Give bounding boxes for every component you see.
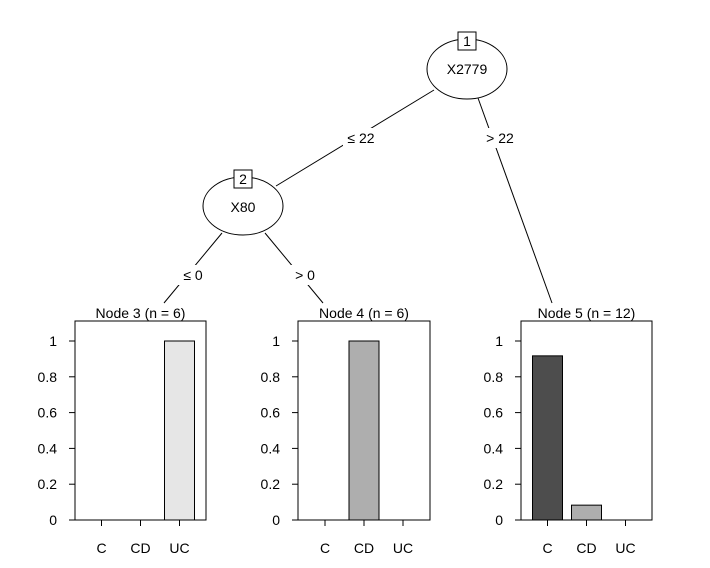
y-tick-label: 0.2 <box>38 476 58 492</box>
x-tick-label: C <box>320 540 330 556</box>
node-2-id-box <box>233 169 253 189</box>
terminal-node-5-panel: Node 5 (n = 12) 0 0.2 0.4 0.6 0.8 1 C CD UC <box>484 305 653 556</box>
node-1-variable: X2779 <box>447 61 488 77</box>
panel-title: Node 3 (n = 6) <box>96 305 186 321</box>
y-tick-label: 1 <box>272 333 280 349</box>
x-tick-label: C <box>96 540 106 556</box>
panel-title-strip <box>75 305 206 321</box>
edge-label-n2-left: ≤ 0 <box>183 267 203 283</box>
y-tick-label: 0 <box>49 512 57 528</box>
inner-node-1: X2779 1 <box>426 31 508 100</box>
bar-c <box>532 355 563 521</box>
bar-uc <box>164 340 195 521</box>
inner-node-2: X80 2 <box>202 169 284 236</box>
terminal-node-4-panel: Node 4 (n = 6) 0 0.2 0.4 0.6 0.8 1 C CD UC <box>261 305 431 556</box>
x-tick-label: CD <box>130 540 150 556</box>
y-tick-label: 1 <box>49 333 57 349</box>
terminal-node-3-panel: Node 3 (n = 6) 0 0.2 0.4 0.6 0.8 1 C CD UC <box>38 305 207 556</box>
edge-label-n1-left: ≤ 22 <box>347 130 374 146</box>
y-tick-label: 0.2 <box>484 476 504 492</box>
y-tick-label: 0.4 <box>38 440 58 456</box>
y-tick-label: 0.6 <box>484 405 504 421</box>
bar-cd <box>571 504 602 521</box>
edge-label-n2-right: > 0 <box>295 267 315 283</box>
x-tick-label: CD <box>576 540 596 556</box>
node-1-id-box <box>457 31 477 51</box>
panel-title-strip <box>298 305 430 321</box>
x-tick-label: UC <box>169 540 189 556</box>
y-tick-label: 1 <box>495 333 503 349</box>
node-1-id: 1 <box>463 33 471 49</box>
x-tick-label: C <box>542 540 552 556</box>
x-tick-label: CD <box>354 540 374 556</box>
y-tick-label: 0.6 <box>38 405 58 421</box>
bar-cd <box>348 340 380 521</box>
y-tick-label: 0.2 <box>261 476 281 492</box>
y-tick-label: 0.8 <box>38 369 58 385</box>
edge-label-n1-right: > 22 <box>486 130 514 146</box>
y-tick-label: 0.8 <box>261 369 281 385</box>
x-tick-label: UC <box>615 540 635 556</box>
y-tick-label: 0 <box>272 512 280 528</box>
node-2-variable: X80 <box>231 199 256 215</box>
y-tick-label: 0.4 <box>261 440 281 456</box>
x-tick-label: UC <box>393 540 413 556</box>
y-tick-label: 0.6 <box>261 405 281 421</box>
y-tick-label: 0.8 <box>484 369 504 385</box>
panel-title-strip <box>521 305 652 321</box>
y-tick-label: 0.4 <box>484 440 504 456</box>
y-tick-label: 0 <box>495 512 503 528</box>
panel-title: Node 5 (n = 12) <box>538 305 636 321</box>
node-2-id: 2 <box>239 171 247 187</box>
panel-title: Node 4 (n = 6) <box>319 305 409 321</box>
